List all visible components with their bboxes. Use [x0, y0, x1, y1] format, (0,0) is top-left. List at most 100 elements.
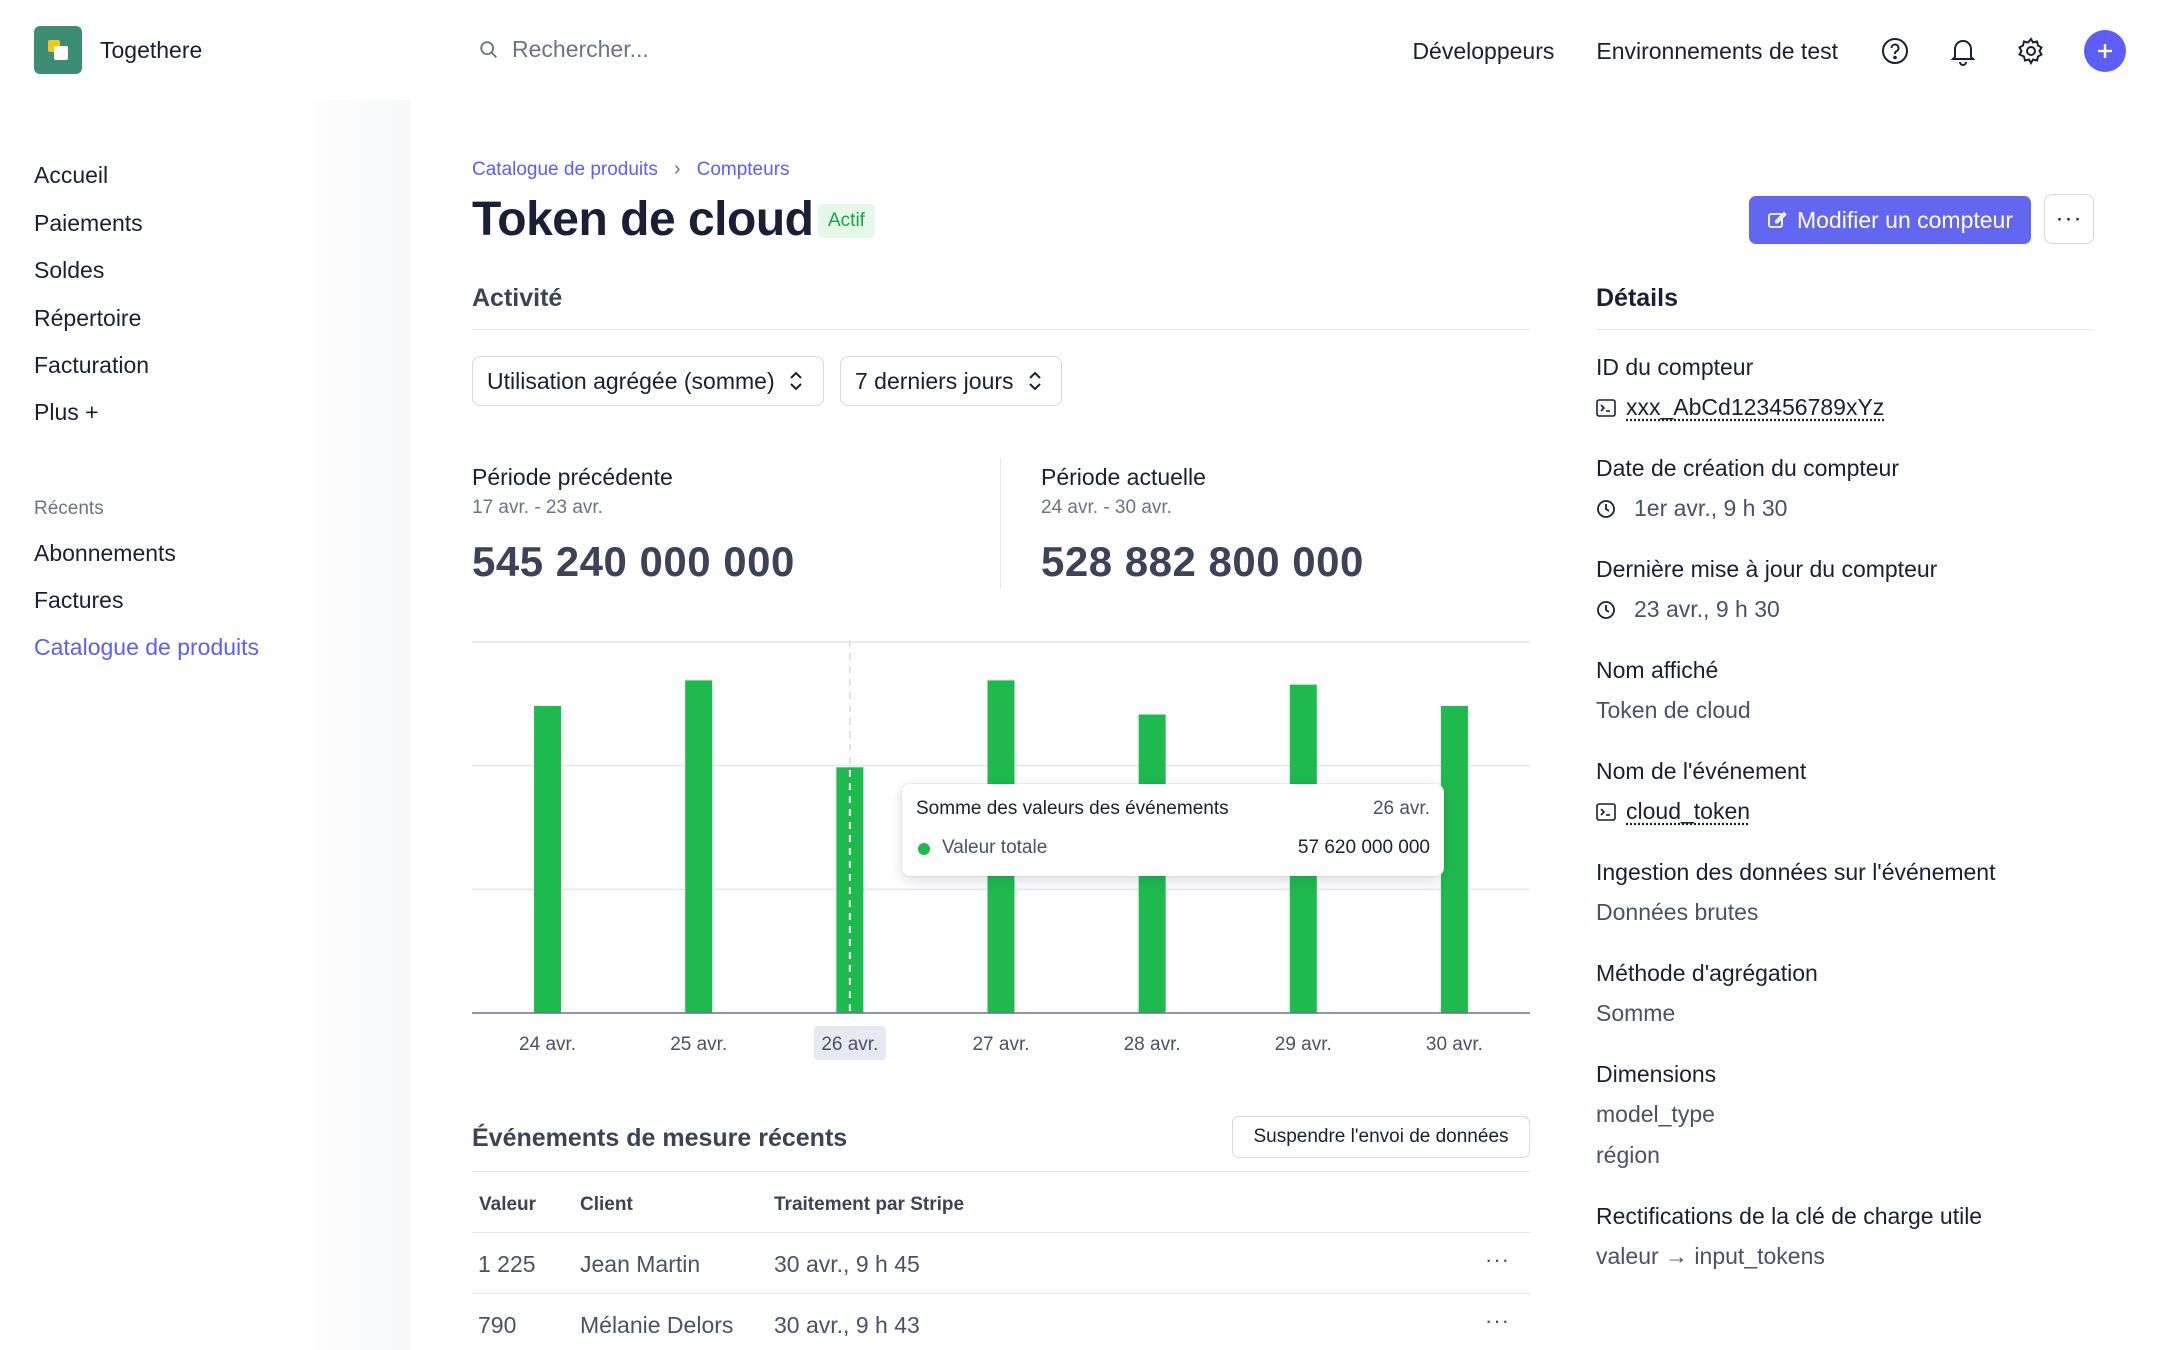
events-divider	[472, 1171, 1530, 1172]
updated-text: 23 avr., 9 h 30	[1634, 596, 1780, 622]
sidebar-item-plus[interactable]: Plus +	[34, 399, 99, 425]
dimension-item: model_type	[1596, 1101, 1715, 1127]
column-header-value[interactable]: Valeur	[479, 1194, 537, 1215]
bar[interactable]	[534, 705, 562, 1013]
help-icon[interactable]	[1880, 36, 1910, 66]
created-value: 1er avr., 9 h 30	[1596, 495, 1787, 522]
gear-icon[interactable]	[2016, 36, 2046, 66]
tooltip-series-label: Valeur totale	[942, 837, 1048, 858]
payload-value: valeur → input_tokens	[1596, 1243, 1825, 1269]
breadcrumb: Catalogue de produits › Compteurs	[472, 158, 790, 181]
activity-bar-chart[interactable]: 24 avr. 25 avr. 26 avr. 27 avr. 28 avr. 29 av…	[472, 640, 1530, 1060]
cell-customer: Mélanie Delors	[580, 1312, 734, 1338]
cell-value: 790	[478, 1312, 517, 1338]
sidebar-item-soldes[interactable]: Soldes	[34, 257, 105, 283]
details-divider	[1596, 329, 2094, 330]
x-tick-label: 28 avr.	[1124, 1034, 1181, 1055]
cell-customer: Jean Martin	[580, 1251, 701, 1277]
developers-link[interactable]: Développeurs	[1412, 37, 1555, 64]
breadcrumb-parent[interactable]: Catalogue de produits	[472, 158, 658, 180]
app-logo	[34, 26, 82, 74]
sidebar-item-factures[interactable]: Factures	[34, 587, 124, 613]
meter-id-value[interactable]: xxx_AbCd123456789xYz	[1596, 394, 1884, 421]
details-heading: Détails	[1596, 284, 1678, 312]
search-bar[interactable]	[478, 36, 892, 63]
ingestion-label: Ingestion des données sur l'événement	[1596, 859, 1996, 885]
previous-period-range: 17 avr. - 23 avr.	[472, 497, 603, 518]
dimension-item: région	[1596, 1142, 1660, 1168]
updated-label: Dernière mise à jour du compteur	[1596, 556, 1938, 582]
row-more-button[interactable]: ···	[1485, 1308, 1510, 1333]
sidebar-item-accueil[interactable]: Accueil	[34, 162, 109, 188]
column-header-processed[interactable]: Traitement par Stripe	[774, 1194, 965, 1215]
aggregation-label: Méthode d'agrégation	[1596, 960, 1818, 986]
chevron-updown-icon	[1028, 371, 1041, 391]
x-tick-highlight	[813, 1026, 886, 1060]
chart-tooltip: Somme des valeurs des événements 26 avr.…	[902, 784, 1444, 876]
breadcrumb-current[interactable]: Compteurs	[696, 158, 790, 180]
bar[interactable]	[1440, 705, 1468, 1013]
ingestion-value: Données brutes	[1596, 899, 1759, 925]
pause-data-button[interactable]: Suspendre l'envoi de données	[1232, 1116, 1530, 1158]
updated-value: 23 avr., 9 h 30	[1596, 596, 1780, 623]
current-period-value: 528 882 800 000	[1041, 538, 1364, 585]
date-range-select[interactable]: 7 derniers jours	[840, 356, 1062, 406]
bar[interactable]	[685, 680, 713, 1013]
bell-icon[interactable]	[1948, 36, 1978, 66]
table-row[interactable]: 790 Mélanie Delors 30 avr., 9 h 43 ···	[472, 1293, 1530, 1350]
tooltip-date: 26 avr.	[1372, 798, 1430, 819]
sidebar-item-facturation[interactable]: Facturation	[34, 352, 150, 378]
edit-icon	[1768, 211, 1787, 228]
table-row[interactable]: 1 225 Jean Martin 30 avr., 9 h 45 ···	[472, 1232, 1530, 1292]
current-period-label: Période actuelle	[1041, 464, 1206, 490]
sidebar-item-repertoire[interactable]: Répertoire	[34, 305, 142, 331]
event-name-label: Nom de l'événement	[1596, 758, 1807, 784]
tooltip-series-dot	[918, 843, 930, 855]
date-range-select-value: 7 derniers jours	[855, 367, 1014, 394]
created-text: 1er avr., 9 h 30	[1634, 495, 1788, 521]
clock-icon	[1597, 600, 1615, 619]
cell-processed: 30 avr., 9 h 43	[774, 1312, 920, 1338]
events-heading: Événements de mesure récents	[472, 1124, 848, 1152]
sidebar-item-paiements[interactable]: Paiements	[34, 210, 143, 236]
event-name-text: cloud_token	[1626, 798, 1751, 824]
test-environments-link[interactable]: Environnements de test	[1596, 37, 1838, 64]
status-badge: Actif	[818, 204, 875, 238]
edit-meter-label: Modifier un compteur	[1796, 206, 2014, 233]
sidebar	[0, 100, 410, 1350]
cell-processed: 30 avr., 9 h 45	[774, 1251, 920, 1277]
search-input[interactable]	[512, 36, 892, 63]
app-name: Togethere	[100, 36, 203, 63]
code-icon	[1596, 398, 1616, 417]
search-icon	[480, 40, 497, 58]
meter-id-text: xxx_AbCd123456789xYz	[1626, 394, 1885, 420]
event-name-value[interactable]: cloud_token	[1596, 798, 1750, 825]
aggregation-value: Somme	[1596, 1000, 1676, 1026]
period-divider	[1000, 458, 1001, 588]
display-name-value: Token de cloud	[1596, 697, 1751, 723]
row-more-button[interactable]: ···	[1485, 1247, 1510, 1272]
sidebar-recent-label: Récents	[34, 498, 104, 519]
sidebar-item-catalogue[interactable]: Catalogue de produits	[34, 634, 260, 660]
current-period-range: 24 avr. - 30 avr.	[1041, 497, 1172, 518]
clock-icon	[1597, 499, 1615, 518]
top-nav: Développeurs Environnements de test	[1412, 26, 2126, 76]
tooltip-value: 57 620 000 000	[1297, 837, 1430, 858]
tooltip-title: Somme des valeurs des événements	[916, 798, 1229, 819]
create-button[interactable]	[2084, 30, 2126, 72]
meter-id-label: ID du compteur	[1596, 354, 1754, 380]
sidebar-item-abonnements[interactable]: Abonnements	[34, 540, 176, 566]
brand[interactable]: Togethere	[34, 26, 202, 74]
created-label: Date de création du compteur	[1596, 455, 1900, 481]
plus-icon	[2098, 44, 2112, 58]
x-tick-label: 25 avr.	[670, 1034, 727, 1055]
column-header-customer[interactable]: Client	[580, 1194, 633, 1215]
edit-meter-button[interactable]: Modifier un compteur	[1749, 196, 2031, 244]
x-tick-label: 27 avr.	[972, 1034, 1029, 1055]
previous-period-value: 545 240 000 000	[472, 538, 795, 585]
x-tick-label: 26 avr.	[821, 1034, 878, 1055]
page-title: Token de cloud	[472, 193, 814, 246]
aggregation-select[interactable]: Utilisation agrégée (somme)	[472, 356, 824, 406]
more-actions-button[interactable]: ···	[2044, 194, 2094, 244]
x-tick-label: 24 avr.	[519, 1034, 576, 1055]
